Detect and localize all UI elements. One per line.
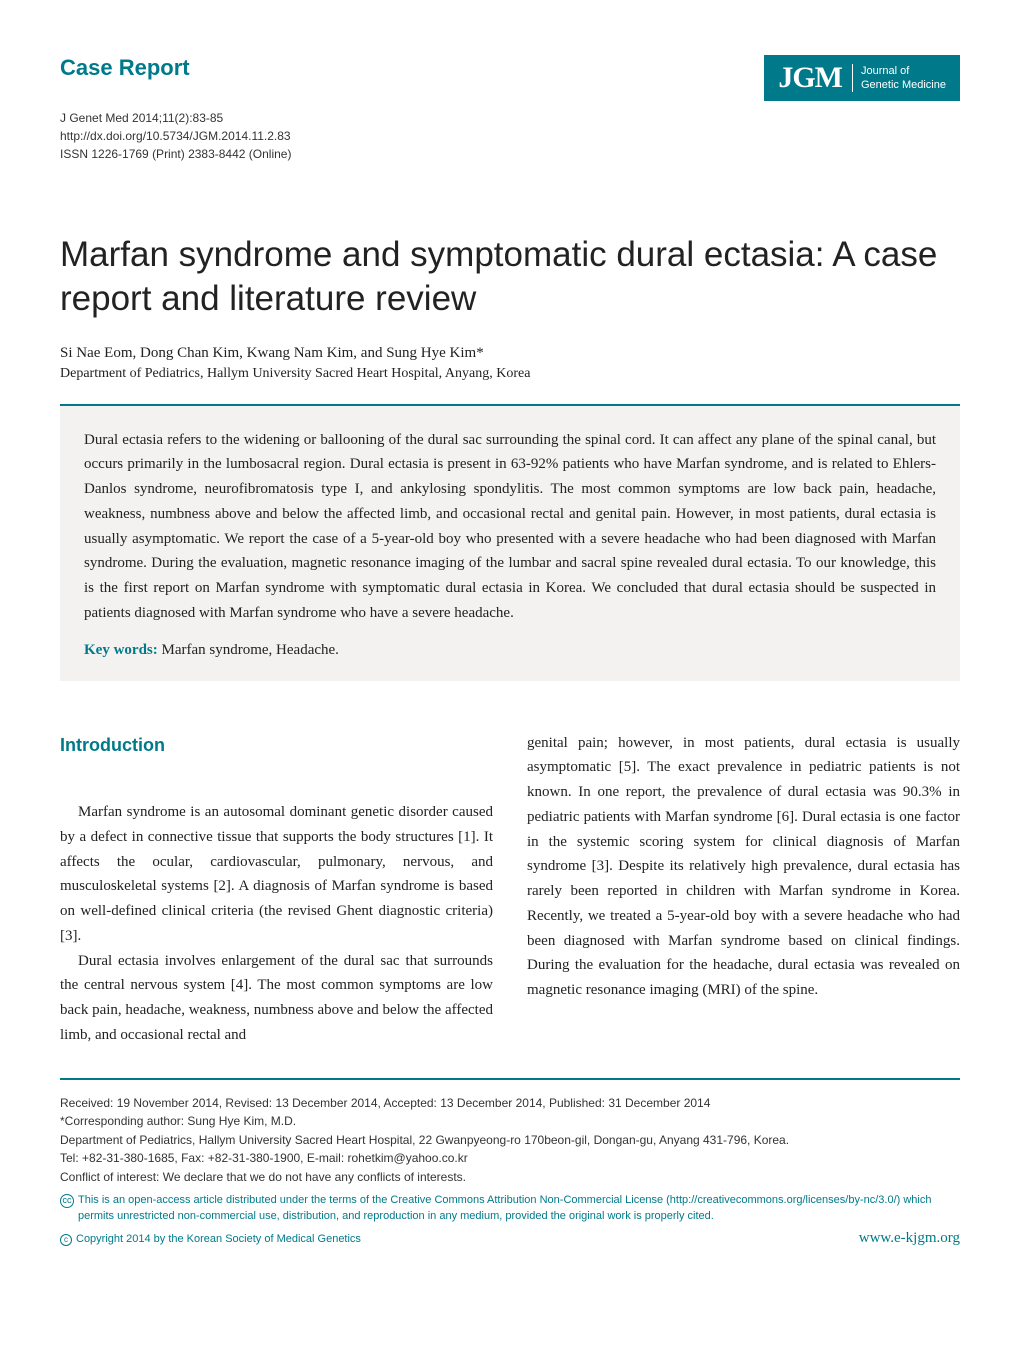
citation-block: J Genet Med 2014;11(2):83-85 http://dx.d… — [60, 109, 960, 163]
journal-logo: JGM Journal of Genetic Medicine — [764, 55, 960, 101]
abstract-box: Dural ectasia refers to the widening or … — [60, 404, 960, 681]
logo-line1: Journal of — [861, 64, 946, 78]
copyright-value: Copyright 2014 by the Korean Society of … — [76, 1231, 361, 1248]
license-line: cc This is an open-access article distri… — [60, 1193, 960, 1225]
contact-line: Tel: +82-31-380-1685, Fax: +82-31-380-19… — [60, 1149, 960, 1168]
cc-icon: cc — [60, 1194, 74, 1208]
website-link[interactable]: www.e-kjgm.org — [859, 1227, 960, 1250]
footer-divider — [60, 1078, 960, 1080]
affiliation: Department of Pediatrics, Hallym Univers… — [60, 366, 960, 382]
abstract-text: Dural ectasia refers to the widening or … — [84, 428, 936, 626]
license-text: This is an open-access article distribut… — [78, 1193, 960, 1225]
dates-line: Received: 19 November 2014, Revised: 13 … — [60, 1094, 960, 1113]
column-right: genital pain; however, in most patients,… — [527, 731, 960, 1048]
introduction-heading: Introduction — [60, 731, 493, 761]
header-left: Case Report — [60, 55, 190, 81]
case-report-label: Case Report — [60, 55, 190, 81]
conflict-line: Conflict of interest: We declare that we… — [60, 1168, 960, 1187]
footer-block: Received: 19 November 2014, Revised: 13 … — [60, 1094, 960, 1250]
doi-line: http://dx.doi.org/10.5734/JGM.2014.11.2.… — [60, 127, 960, 145]
keywords-value: Marfan syndrome, Headache. — [158, 642, 339, 658]
column-left: Introduction Marfan syndrome is an autos… — [60, 731, 493, 1048]
intro-para-2: Dural ectasia involves enlargement of th… — [60, 949, 493, 1048]
copyright-text: c Copyright 2014 by the Korean Society o… — [60, 1231, 361, 1248]
logo-abbr: JGM — [778, 61, 842, 95]
intro-para-1: Marfan syndrome is an autosomal dominant… — [60, 800, 493, 949]
keywords-line: Key words: Marfan syndrome, Headache. — [84, 642, 936, 659]
address-line: Department of Pediatrics, Hallym Univers… — [60, 1131, 960, 1150]
authors: Si Nae Eom, Dong Chan Kim, Kwang Nam Kim… — [60, 345, 960, 362]
intro-para-3: genital pain; however, in most patients,… — [527, 731, 960, 1003]
article-title: Marfan syndrome and symptomatic dural ec… — [60, 233, 960, 321]
corresponding-author: *Corresponding author: Sung Hye Kim, M.D… — [60, 1112, 960, 1131]
body-columns: Introduction Marfan syndrome is an autos… — [60, 731, 960, 1048]
copyright-row: c Copyright 2014 by the Korean Society o… — [60, 1227, 960, 1250]
issn-line: ISSN 1226-1769 (Print) 2383-8442 (Online… — [60, 145, 960, 163]
keywords-label: Key words: — [84, 642, 158, 658]
header-row: Case Report JGM Journal of Genetic Medic… — [60, 55, 960, 101]
logo-line2: Genetic Medicine — [861, 78, 946, 92]
logo-fullname: Journal of Genetic Medicine — [852, 64, 946, 93]
citation-line: J Genet Med 2014;11(2):83-85 — [60, 109, 960, 127]
copyright-icon: c — [60, 1234, 72, 1246]
